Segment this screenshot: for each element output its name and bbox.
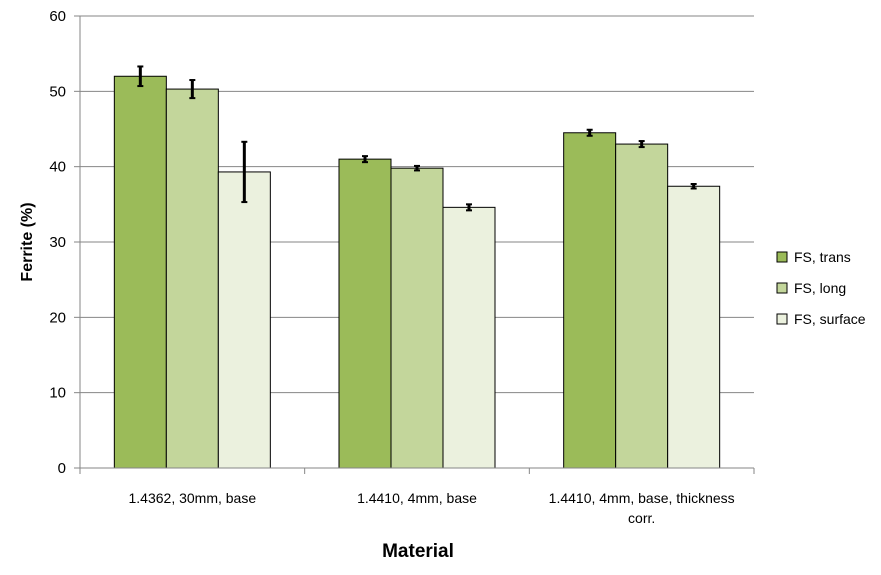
legend: FS, trans FS, long FS, surface bbox=[776, 249, 866, 327]
y-tick-label: 60 bbox=[49, 8, 66, 25]
y-tick-label: 40 bbox=[49, 159, 66, 176]
y-tick-labels: 0 10 20 30 40 50 60 bbox=[49, 8, 66, 477]
x-category-label: corr. bbox=[628, 510, 655, 526]
legend-swatch bbox=[776, 282, 788, 294]
y-tick-label: 30 bbox=[49, 234, 66, 251]
bar-fs-surface-0 bbox=[217, 171, 271, 469]
y-tick-label: 20 bbox=[49, 309, 66, 326]
bar-fs-long-1 bbox=[390, 167, 444, 469]
error-bars bbox=[137, 65, 697, 212]
legend-swatch bbox=[776, 251, 788, 263]
y-tick-label: 0 bbox=[58, 460, 66, 477]
bar-fs-trans-1 bbox=[338, 158, 392, 469]
axes bbox=[79, 16, 755, 474]
legend-label: FS, surface bbox=[794, 311, 866, 327]
y-tick-label: 50 bbox=[49, 83, 66, 100]
bar-fs-trans-0 bbox=[113, 75, 167, 469]
x-category-labels: 1.4362, 30mm, base 1.4410, 4mm, base 1.441… bbox=[129, 490, 735, 526]
y-axis-title: Ferrite (%) bbox=[19, 202, 36, 281]
x-category-label: 1.4410, 4mm, base bbox=[357, 490, 477, 506]
y-tick-label: 10 bbox=[49, 385, 66, 402]
legend-label: FS, long bbox=[794, 280, 846, 296]
x-category-label: 1.4410, 4mm, base, thickness bbox=[549, 490, 735, 506]
bar-fs-trans-2 bbox=[563, 132, 617, 469]
bar-series bbox=[113, 75, 721, 469]
legend-label: FS, trans bbox=[794, 249, 851, 265]
bar-fs-long-2 bbox=[615, 143, 669, 469]
bar-fs-surface-1 bbox=[442, 206, 496, 469]
x-axis-title: Material bbox=[382, 541, 454, 562]
bar-fs-surface-2 bbox=[667, 185, 721, 469]
x-category-label: 1.4362, 30mm, base bbox=[129, 490, 257, 506]
bar-fs-long-0 bbox=[165, 88, 219, 469]
legend-swatch bbox=[776, 313, 788, 325]
